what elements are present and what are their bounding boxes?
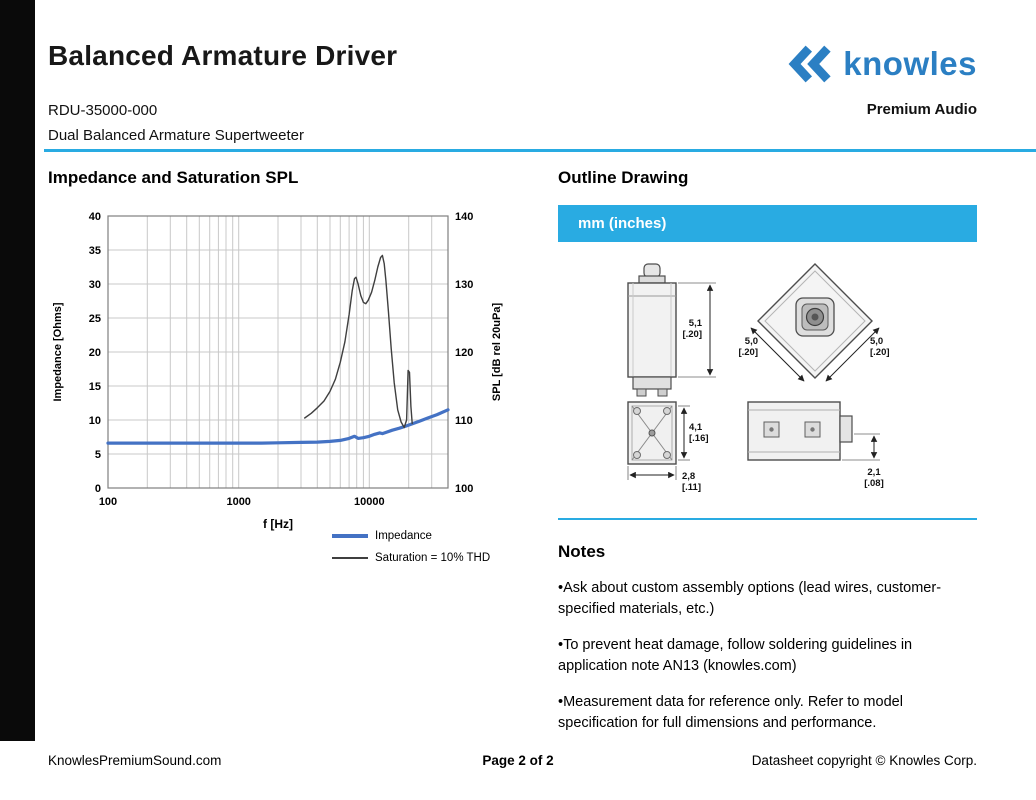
impedance-spl-chart: Impedance [Ohms] SPL [dB rel 20uPa] f [H… xyxy=(48,198,518,541)
outline-drawing: 5,1 [.20] 5,0 [.20] 5,0 [.20] xyxy=(627,263,890,493)
header-divider xyxy=(44,149,1036,152)
dim-bottom-height-mm: 4,1 xyxy=(689,422,703,433)
outline-notes-divider xyxy=(558,518,977,520)
svg-text:0: 0 xyxy=(95,483,101,495)
dim-bottom-width-in: [.11] xyxy=(682,482,701,493)
chart-canvas: Impedance [Ohms] SPL [dB rel 20uPa] f [H… xyxy=(52,211,503,531)
model-number: RDU-35000-000 xyxy=(48,102,158,119)
footer-website: KnowlesPremiumSound.com xyxy=(48,753,222,768)
outline-view-front: 5,1 [.20] xyxy=(627,263,716,397)
dim-front-height-mm: 5,1 xyxy=(689,318,703,329)
svg-text:10: 10 xyxy=(89,415,101,427)
dim-side-height-mm: 2,1 xyxy=(867,467,881,478)
outline-view-port-diagonal: 5,0 [.20] 5,0 [.20] xyxy=(738,263,890,382)
svg-text:35: 35 xyxy=(89,245,101,257)
brand-tagline: Premium Audio xyxy=(866,101,977,118)
svg-text:25: 25 xyxy=(89,313,101,325)
svg-text:120: 120 xyxy=(455,347,473,359)
legend-item-saturation: Saturation = 10% THD xyxy=(332,552,490,564)
impedance-curve xyxy=(106,408,450,445)
dim-width-right-in: [.20] xyxy=(870,347,890,358)
units-banner: mm (inches) xyxy=(558,205,977,242)
outline-view-bottom: 4,1 [.16] 2,8 [.11] xyxy=(627,401,709,493)
chart-section-header: Impedance and Saturation SPL xyxy=(48,168,298,188)
notes-section: Notes •Ask about custom assembly options… xyxy=(558,542,962,733)
svg-text:100: 100 xyxy=(455,483,473,495)
note-item: •Measurement data for reference only. Re… xyxy=(558,694,903,731)
knowles-logo: knowles xyxy=(788,44,977,84)
dim-width-left-in: [.20] xyxy=(738,347,758,358)
chart-section-title: Impedance and Saturation SPL xyxy=(48,168,299,187)
x-axis-title: f [Hz] xyxy=(263,517,293,531)
chart-plot-area: 0 5 10 15 20 25 30 35 40 100 110 120 130 140 100 1000 10… xyxy=(89,211,474,508)
outline-title: Outline Drawing xyxy=(558,168,689,187)
svg-text:30: 30 xyxy=(89,279,101,291)
notes-title: Notes xyxy=(558,542,606,561)
outline-section: Outline Drawing mm (inches) xyxy=(558,168,977,520)
svg-text:140: 140 xyxy=(455,211,473,223)
svg-text:100: 100 xyxy=(99,496,117,508)
svg-text:20: 20 xyxy=(89,347,101,359)
dim-bottom-width-mm: 2,8 xyxy=(682,471,695,482)
svg-text:1000: 1000 xyxy=(226,496,250,508)
left-edge-bar xyxy=(0,0,35,741)
legend-label-impedance: Impedance xyxy=(375,530,432,542)
dim-front-height-in: [.20] xyxy=(682,329,702,340)
dim-width-left-mm: 5,0 xyxy=(745,336,758,347)
svg-text:5: 5 xyxy=(95,449,101,461)
outline-view-side: 2,1 [.08] xyxy=(747,401,884,489)
page-title: Balanced Armature Driver xyxy=(48,40,398,71)
legend-item-impedance: Impedance xyxy=(332,530,490,542)
chart-legend: Impedance Saturation = 10% THD xyxy=(332,530,490,564)
svg-text:10000: 10000 xyxy=(354,496,385,508)
dim-bottom-height-in: [.16] xyxy=(689,433,709,444)
note-item: •Ask about custom assembly options (lead… xyxy=(558,580,942,617)
impedance-line-swatch xyxy=(332,534,368,538)
model-description: Dual Balanced Armature Supertweeter xyxy=(48,127,304,144)
saturation-line-swatch xyxy=(332,557,368,559)
brand-wordmark: knowles xyxy=(843,45,977,82)
svg-text:40: 40 xyxy=(89,211,101,223)
left-axis-title: Impedance [Ohms] xyxy=(52,302,64,401)
svg-text:110: 110 xyxy=(455,415,473,427)
note-item: •To prevent heat damage, follow solderin… xyxy=(558,637,913,674)
right-axis-title: SPL [dB rel 20uPa] xyxy=(491,303,503,402)
legend-label-saturation: Saturation = 10% THD xyxy=(375,552,491,564)
dim-width-right-mm: 5,0 xyxy=(870,336,883,347)
footer-copyright: Datasheet copyright © Knowles Corp. xyxy=(751,753,977,768)
page-number: Page 2 of 2 xyxy=(482,753,554,768)
dim-side-height-in: [.08] xyxy=(864,478,884,489)
svg-text:130: 130 xyxy=(455,279,473,291)
saturation-10-thd-curve xyxy=(304,254,413,429)
svg-text:15: 15 xyxy=(89,381,101,393)
double-left-chevron-icon xyxy=(788,45,831,83)
